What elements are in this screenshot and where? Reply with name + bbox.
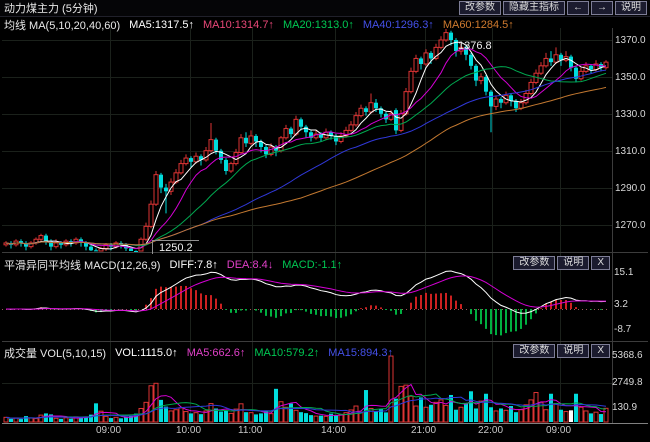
ma-legend-item-4: MA60:1284.5↑ — [442, 19, 514, 31]
macd-legend-prefix: 平滑异同平均线 MACD(12,26,9) — [4, 260, 161, 272]
help-button[interactable]: 说明 — [615, 1, 647, 15]
next-arrow-button[interactable]: → — [591, 1, 613, 15]
macd-help-button[interactable]: 说明 — [557, 256, 590, 270]
time-axis-label-5: 22:00 — [478, 425, 504, 436]
time-axis-label-0: 09:00 — [96, 425, 122, 436]
low-price-annotation: 1250.2 — [152, 240, 199, 254]
time-axis-label-6: 09:00 — [546, 425, 572, 436]
price-axis-label-1: 1350.0 — [615, 72, 646, 83]
macd-legend-item-2: MACD:-1.1↑ — [282, 259, 343, 271]
ma-legend-item-1: MA10:1314.7↑ — [203, 19, 274, 31]
macd-panel-buttons: 改参数 说明 X — [513, 256, 610, 270]
price-axis-label-4: 1290.0 — [615, 183, 646, 194]
volume-legend-row: 成交量 VOL(5,10,15) VOL:1115.0↑ MA5:662.6↑ MA… — [4, 345, 393, 361]
macd-close-button[interactable]: X — [591, 256, 610, 270]
macd-scale-label-2: -8.7 — [614, 324, 632, 335]
volume-legend-prefix: 成交量 VOL(5,10,15) — [4, 348, 107, 360]
high-price-annotation: 1376.8 — [458, 40, 492, 52]
ma-legend-item-2: MA20:1313.0↑ — [282, 19, 354, 31]
volume-scale-label-0: 5368.6 — [612, 350, 643, 361]
volume-panel-buttons: 改参数 说明 X — [513, 344, 610, 358]
macd-legend-item-0: DIFF:7.8↑ — [169, 259, 218, 271]
instrument-title: 动力煤主力 (5分钟) — [4, 3, 98, 15]
macd-change-params-button[interactable]: 改参数 — [513, 256, 556, 270]
time-axis-label-4: 21:00 — [411, 425, 437, 436]
vol-legend-item-3: MA15:894.3↑ — [328, 347, 394, 359]
macd-legend-item-1: DEA:8.4↓ — [226, 259, 274, 271]
macd-scale-label-1: 3.2 — [614, 299, 628, 310]
vol-help-button[interactable]: 说明 — [557, 344, 590, 358]
time-axis-label-1: 10:00 — [176, 425, 202, 436]
hide-main-indicator-button[interactable]: 隐藏主指标 — [503, 1, 565, 15]
volume-scale-label-2: 130.9 — [612, 402, 638, 413]
vol-close-button[interactable]: X — [591, 344, 610, 358]
prev-arrow-button[interactable]: ← — [567, 1, 589, 15]
title-bar: 动力煤主力 (5分钟) 改参数 隐藏主指标 ← → 说明 — [0, 0, 650, 17]
price-axis-label-5: 1270.0 — [615, 220, 646, 231]
vol-legend-item-0: VOL:1115.0↑ — [115, 347, 178, 359]
change-params-button[interactable]: 改参数 — [459, 1, 501, 15]
title-bar-buttons: 改参数 隐藏主指标 ← → 说明 — [459, 1, 647, 15]
ma-legend-prefix: 均线 MA(5,10,20,40,60) — [4, 20, 121, 32]
price-axis-label-2: 1330.0 — [615, 109, 646, 120]
price-axis-label-0: 1370.0 — [615, 35, 646, 46]
time-axis-label-3: 14:00 — [321, 425, 347, 436]
ma-legend-row: 均线 MA(5,10,20,40,60) MA5:1317.5↑ MA10:131… — [4, 17, 514, 33]
vol-change-params-button[interactable]: 改参数 — [513, 344, 556, 358]
price-axis-label-3: 1310.0 — [615, 146, 646, 157]
ma-legend-item-0: MA5:1317.5↑ — [129, 19, 194, 31]
time-axis-label-2: 11:00 — [238, 425, 263, 436]
vol-legend-item-2: MA10:579.2↑ — [254, 347, 320, 359]
ma-legend-item-3: MA40:1296.3↑ — [362, 19, 434, 31]
volume-scale-label-1: 2749.8 — [612, 377, 643, 388]
vol-legend-item-1: MA5:662.6↑ — [186, 347, 246, 359]
macd-legend-row: 平滑异同平均线 MACD(12,26,9) DIFF:7.8↑ DEA:8.4↓ M… — [4, 257, 342, 273]
macd-scale-label-0: 15.1 — [614, 267, 634, 278]
